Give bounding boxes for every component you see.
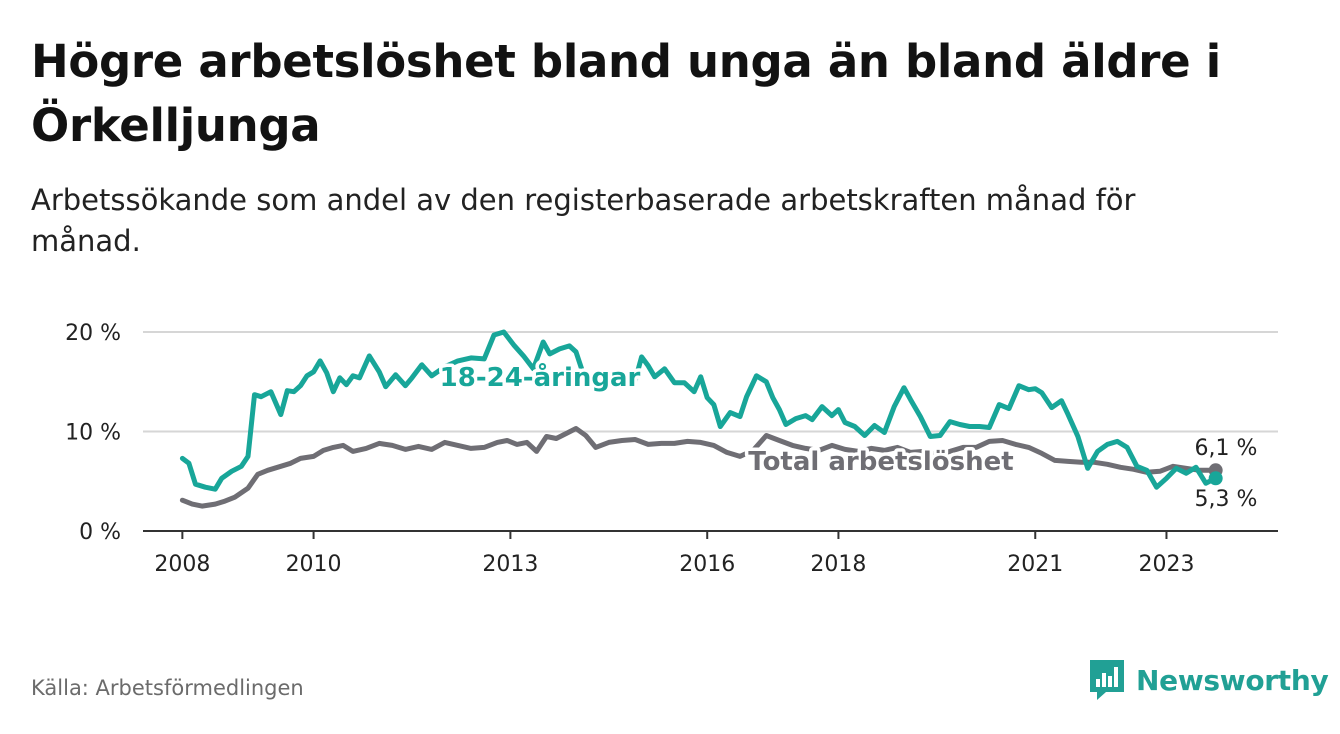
x-tick-label: 2021 [1007,552,1063,577]
y-tick-label: 10 % [65,421,121,446]
x-tick-label: 2010 [286,552,342,577]
newsworthy-logo-text: Newsworthy [1136,663,1329,697]
x-tick-label: 2023 [1138,552,1194,577]
newsworthy-logo-icon [1090,660,1124,700]
chart-subtitle: Arbetssökande som andel av den registerb… [31,183,1136,258]
source-note: Källa: Arbetsförmedlingen [31,676,304,700]
x-tick-label: 2008 [154,552,210,577]
end-value-label-total: 6,1 % [1195,436,1258,461]
series-line-18-24 [179,329,1219,492]
end-value-label-18-24: 5,3 % [1195,487,1258,512]
x-tick-label: 2018 [810,552,866,577]
x-tick-label: 2016 [679,552,735,577]
x-tick-label: 2013 [482,552,538,577]
chart-title: Högre arbetslöshet bland unga än bland ä… [31,35,1221,152]
series-label-18-24: 18-24-åringar [440,361,641,393]
y-tick-label: 20 % [65,321,121,346]
y-tick-label: 0 % [79,520,121,545]
series-label-total: Total arbetslöshet [748,447,1013,477]
series-end-marker-18-24 [1208,471,1223,486]
series-line-total [179,426,1219,509]
newsworthy-logo: Newsworthy [1088,658,1329,702]
